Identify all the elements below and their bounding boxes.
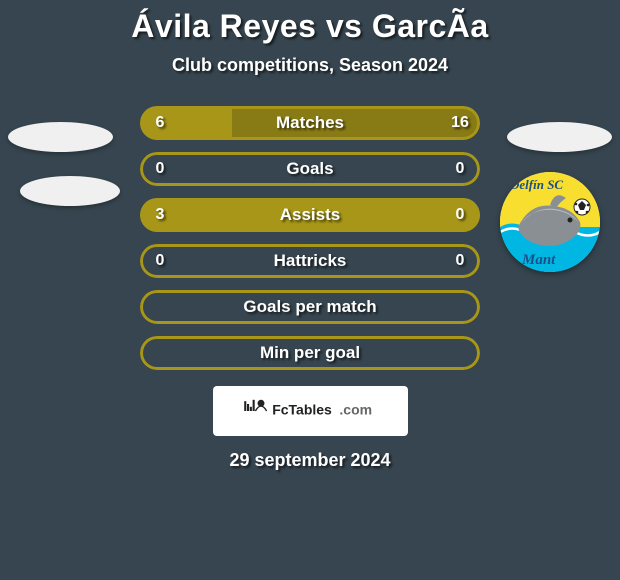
stat-right-value: 0	[440, 160, 480, 178]
stat-row: 0Goals0	[140, 152, 480, 186]
svg-text:Mant: Mant	[521, 252, 556, 268]
stat-left-value: 3	[140, 206, 180, 224]
svg-text:FcTables: FcTables	[272, 402, 332, 418]
stat-rows: 6Matches160Goals03Assists00Hattricks0Goa…	[140, 106, 480, 370]
stat-label: Min per goal	[180, 343, 440, 363]
stat-row: 0Hattricks0	[140, 244, 480, 278]
stat-right-value: 0	[440, 252, 480, 270]
stat-left-value: 0	[140, 160, 180, 178]
stat-left-value: 0	[140, 252, 180, 270]
stat-row: 3Assists0	[140, 198, 480, 232]
fctables-logo-icon: FcTables .com	[240, 397, 380, 425]
stat-right-value: 16	[440, 114, 480, 132]
stat-row: Min per goal	[140, 336, 480, 370]
delfin-badge-icon: Delfín SC Mant	[500, 172, 600, 272]
page-title: Ávila Reyes vs GarcÃa	[131, 8, 488, 45]
stat-label: Goals per match	[180, 297, 440, 317]
stat-row: Goals per match	[140, 290, 480, 324]
stat-row: 6Matches16	[140, 106, 480, 140]
stat-right-value: 0	[440, 206, 480, 224]
svg-text:.com: .com	[339, 402, 372, 418]
fctables-link[interactable]: FcTables .com	[213, 386, 408, 436]
stat-label: Hattricks	[180, 251, 440, 271]
team-left-placeholder-icon	[20, 176, 120, 206]
date-label: 29 september 2024	[229, 450, 390, 471]
stat-label: Goals	[180, 159, 440, 179]
page-subtitle: Club competitions, Season 2024	[172, 55, 448, 76]
stat-label: Assists	[180, 205, 440, 225]
stat-label: Matches	[180, 113, 440, 133]
stat-left-value: 6	[140, 114, 180, 132]
player-left-placeholder-icon	[8, 122, 113, 152]
player-right-placeholder-icon	[507, 122, 612, 152]
team-right-badge: Delfín SC Mant	[500, 172, 600, 272]
